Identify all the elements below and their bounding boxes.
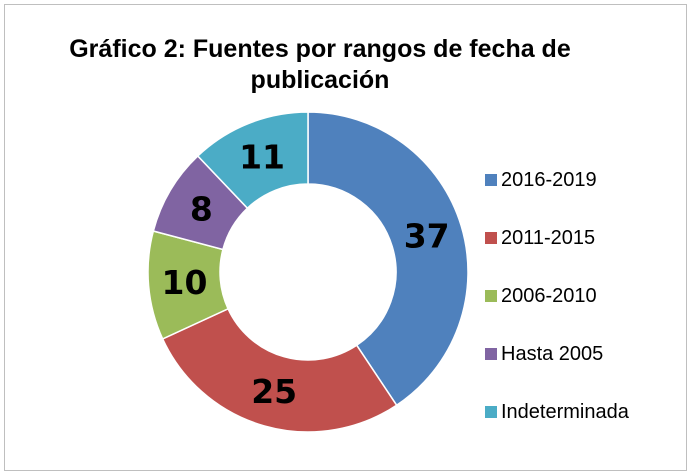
legend-swatch bbox=[485, 232, 497, 244]
legend-label: 2016-2019 bbox=[501, 169, 597, 191]
data-label: 11 bbox=[239, 137, 285, 176]
legend-swatch bbox=[485, 290, 497, 302]
legend-swatch bbox=[485, 406, 497, 418]
legend-label: 2011-2015 bbox=[501, 227, 595, 249]
legend-label: Hasta 2005 bbox=[501, 343, 603, 365]
data-label: 8 bbox=[190, 189, 213, 228]
chart-title: Gráfico 2: Fuentes por rangos de fecha d… bbox=[69, 35, 571, 94]
legend-label: Indeterminada bbox=[501, 401, 630, 423]
donut-slice bbox=[161, 307, 398, 433]
legend-swatch bbox=[485, 174, 497, 186]
legend-swatch bbox=[485, 348, 497, 360]
legend-label: 2006-2010 bbox=[501, 285, 597, 307]
data-label: 10 bbox=[161, 263, 207, 302]
donut-slice bbox=[307, 111, 469, 407]
data-label: 37 bbox=[404, 217, 450, 256]
donut-slice bbox=[196, 111, 309, 210]
data-label: 25 bbox=[251, 372, 297, 411]
